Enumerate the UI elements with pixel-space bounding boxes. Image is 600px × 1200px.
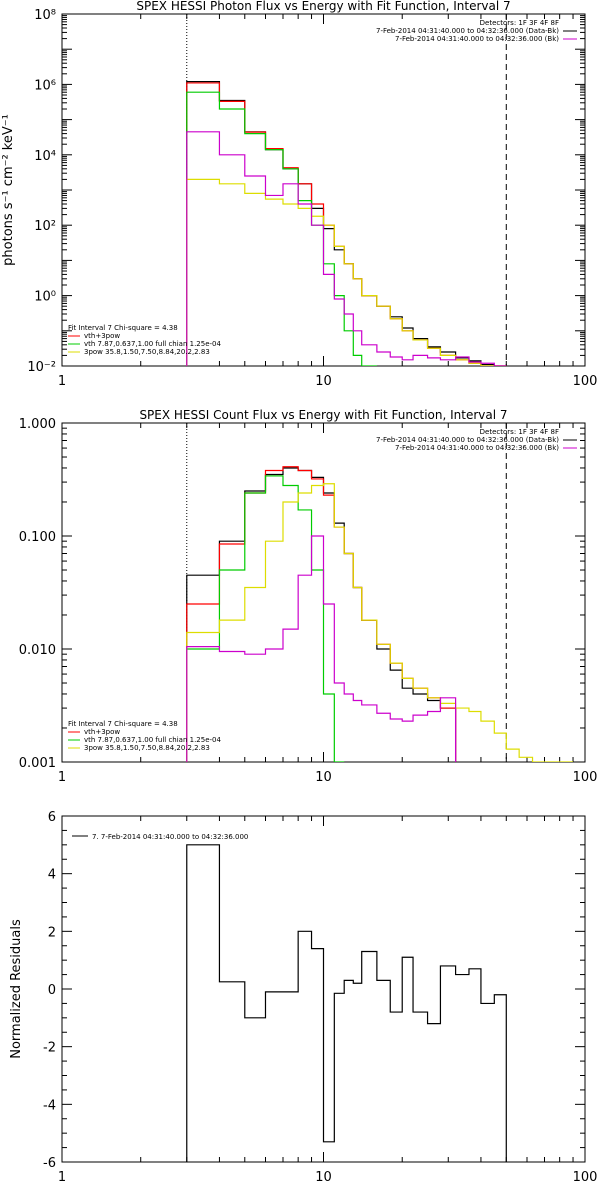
y-axis-label: photons s⁻¹ cm⁻² keV⁻¹ <box>1 114 16 266</box>
x-tick-label: 1 <box>58 1170 66 1185</box>
y-tick-label: 0 <box>48 983 56 998</box>
legend-entry: vth+3pow <box>84 728 120 736</box>
series-line-1 <box>186 81 507 366</box>
y-tick-label: 10⁻² <box>27 360 56 375</box>
y-tick-label: 6 <box>48 810 56 825</box>
legend-entry: vth 7.87,0.637,1.00 full chian 1.25e-04 <box>84 736 222 744</box>
legend-entry: 7-Feb-2014 04:31:40.000 to 04:32:36.000 … <box>376 27 559 35</box>
x-tick-label: 10 <box>315 1170 332 1185</box>
y-tick-label: -2 <box>43 1041 56 1056</box>
y-tick-label: 0.100 <box>19 530 56 545</box>
series-line-3 <box>186 475 345 762</box>
series-line-1 <box>186 467 457 762</box>
series-group <box>186 466 574 762</box>
series-line-5 <box>186 131 507 366</box>
x-tick-label: 1 <box>58 770 66 785</box>
series-line-2 <box>186 82 507 366</box>
chart-title: SPEX HESSI Count Flux vs Energy with Fit… <box>139 408 507 422</box>
chart-panel-1: SPEX HESSI Photon Flux vs Energy with Fi… <box>1 0 597 389</box>
legend-entry: 7-Feb-2014 04:31:40.000 to 04:32:36.000 … <box>376 436 559 444</box>
legend-entry: 3pow 35.8,1.50,7.50,8.84,20.2,2.83 <box>84 348 210 356</box>
y-tick-label: 1.000 <box>19 417 56 432</box>
y-tick-label: 10⁶ <box>34 78 56 93</box>
legend-entry: Detectors: 1F 3F 4F 8F <box>480 428 559 436</box>
y-tick-label: 10⁸ <box>34 8 56 23</box>
y-tick-label: 10² <box>34 219 56 234</box>
legend-entry: Fit Interval 7 Chi-square = 4.38 <box>68 720 178 728</box>
legend-entry: vth+3pow <box>84 332 120 340</box>
series-line-1 <box>186 844 507 1162</box>
series-group <box>186 81 507 366</box>
series-line-4 <box>186 483 574 762</box>
legend-entry: vth 7.87,0.637,1.00 full chian 1.25e-04 <box>84 340 222 348</box>
y-tick-label: -4 <box>43 1098 56 1113</box>
series-line-5 <box>186 535 457 762</box>
y-tick-label: 10⁰ <box>34 290 56 305</box>
y-tick-label: 0.001 <box>19 756 56 771</box>
y-tick-label: 4 <box>48 868 56 883</box>
x-tick-label: 100 <box>573 374 598 389</box>
x-tick-label: 100 <box>573 770 598 785</box>
y-tick-label: -6 <box>43 1156 56 1171</box>
legend-entry: Fit Interval 7 Chi-square = 4.38 <box>68 324 178 332</box>
series-line-4 <box>186 178 507 366</box>
y-tick-label: 0.010 <box>19 643 56 658</box>
series-line-3 <box>186 91 377 366</box>
y-tick-label: 10⁴ <box>34 149 56 164</box>
legend-entry: 7. 7-Feb-2014 04:31:40.000 to 04:32:36.0… <box>92 833 248 841</box>
x-tick-label: 10 <box>315 374 332 389</box>
chart-panel-2: SPEX HESSI Count Flux vs Energy with Fit… <box>19 408 598 785</box>
series-line-2 <box>186 466 457 762</box>
y-tick-label: 2 <box>48 925 56 940</box>
legend-entry: 7-Feb-2014 04:31:40.000 to 04:32:36.000 … <box>395 35 559 43</box>
series-group <box>186 844 507 1162</box>
chart-title: SPEX HESSI Photon Flux vs Energy with Fi… <box>136 0 510 13</box>
x-tick-label: 1 <box>58 374 66 389</box>
legend-entry: 7-Feb-2014 04:31:40.000 to 04:32:36.000 … <box>395 444 559 452</box>
y-axis-label: Normalized Residuals <box>9 919 24 1059</box>
legend-entry: Detectors: 1F 3F 4F 8F <box>480 19 559 27</box>
chart-panel-3: 1 10 100 -6 -4 -2 0 2 4 6 Normalized Residuals 7. 7… <box>9 810 597 1185</box>
x-tick-label: 10 <box>315 770 332 785</box>
x-tick-label: 100 <box>573 1170 598 1185</box>
legend-entry: 3pow 35.8,1.50,7.50,8.84,20.2,2.83 <box>84 744 210 752</box>
